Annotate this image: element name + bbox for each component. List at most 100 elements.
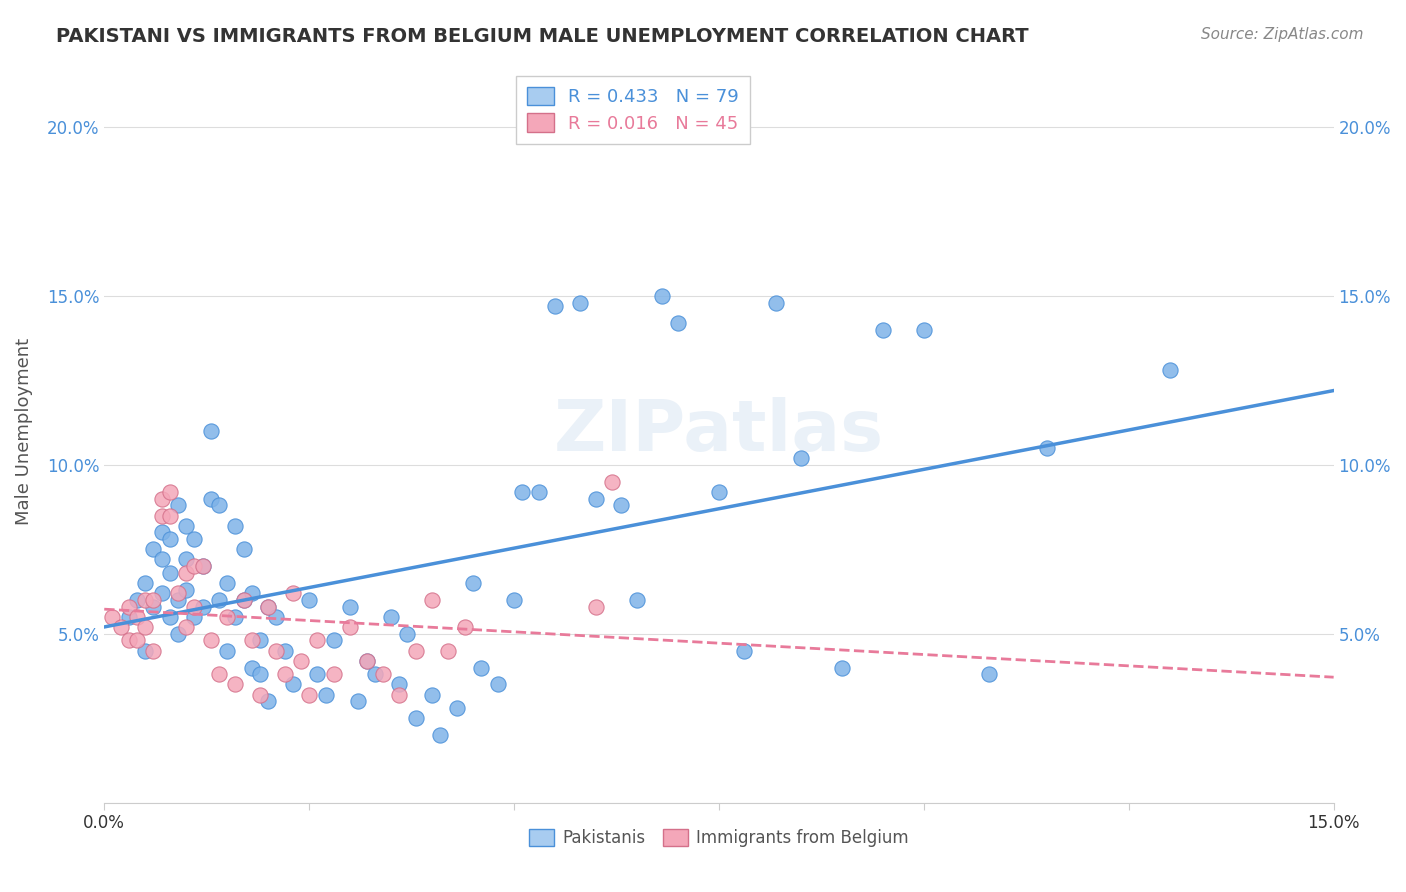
Point (159, 566, 181, 580)
Point (174, 552, 197, 566)
Point (298, 688, 321, 702)
Point (183, 610, 205, 624)
Point (446, 701, 468, 715)
Point (1036, 441, 1059, 455)
Point (224, 677, 246, 691)
Point (461, 576, 484, 591)
Point (240, 586, 263, 600)
Point (150, 508, 173, 523)
Point (831, 660, 853, 674)
Point (183, 532, 205, 546)
Point (240, 633, 263, 648)
Point (266, 610, 288, 624)
Point (405, 711, 427, 725)
Point (1159, 363, 1181, 377)
Point (651, 289, 673, 303)
Point (371, 667, 394, 681)
Point (174, 566, 197, 580)
Point (142, 643, 165, 657)
Point (183, 559, 205, 574)
Point (134, 593, 156, 607)
Point (765, 295, 787, 310)
Point (125, 593, 148, 607)
Point (232, 593, 254, 607)
Point (339, 620, 361, 634)
Point (232, 542, 254, 557)
Point (134, 620, 156, 634)
Point (666, 316, 689, 330)
Point (257, 694, 280, 708)
Point (118, 633, 141, 648)
Point (585, 599, 607, 614)
Point (191, 559, 214, 574)
Point (322, 667, 344, 681)
Point (159, 484, 181, 499)
Point (150, 552, 173, 566)
Point (585, 491, 607, 506)
Point (208, 499, 231, 513)
Point (200, 491, 222, 506)
Point (527, 484, 550, 499)
Point (707, 484, 730, 499)
Point (307, 633, 329, 648)
Point (125, 633, 148, 648)
Point (142, 542, 165, 557)
Point (544, 299, 567, 313)
Point (174, 620, 197, 634)
Point (420, 593, 443, 607)
Point (273, 667, 295, 681)
Point (322, 633, 344, 648)
Y-axis label: Male Unemployment: Male Unemployment (15, 337, 32, 524)
Point (200, 424, 222, 438)
Point (191, 599, 214, 614)
Point (912, 323, 935, 337)
Point (266, 643, 288, 657)
Point (150, 491, 173, 506)
Point (315, 688, 337, 702)
Point (174, 582, 197, 597)
Point (273, 643, 295, 657)
Point (159, 532, 181, 546)
Point (609, 499, 631, 513)
Point (159, 508, 181, 523)
Point (347, 694, 370, 708)
Point (298, 593, 321, 607)
Point (307, 667, 329, 681)
Point (150, 525, 173, 540)
Point (281, 677, 304, 691)
Point (979, 667, 1001, 681)
Point (134, 576, 156, 591)
Text: Source: ZipAtlas.com: Source: ZipAtlas.com (1201, 27, 1364, 42)
Point (503, 593, 526, 607)
Point (134, 643, 156, 657)
Point (217, 610, 239, 624)
Point (437, 643, 460, 657)
Legend: R = 0.433   N = 79, R = 0.016   N = 45: R = 0.433 N = 79, R = 0.016 N = 45 (516, 76, 749, 144)
Point (405, 643, 427, 657)
Point (790, 451, 813, 466)
Text: ZIPatlas: ZIPatlas (554, 397, 884, 466)
Point (356, 654, 378, 668)
Point (420, 688, 443, 702)
Point (733, 643, 755, 657)
Point (224, 518, 246, 533)
Point (125, 610, 148, 624)
Point (208, 593, 231, 607)
Point (232, 593, 254, 607)
Point (159, 610, 181, 624)
Point (101, 610, 124, 624)
Point (470, 660, 492, 674)
Point (257, 599, 280, 614)
Point (356, 654, 378, 668)
Point (249, 633, 271, 648)
Point (388, 688, 411, 702)
Point (454, 620, 477, 634)
Point (118, 599, 141, 614)
Point (364, 667, 387, 681)
Point (396, 626, 419, 640)
Point (568, 295, 591, 310)
Point (240, 660, 263, 674)
Point (150, 586, 173, 600)
Point (388, 677, 411, 691)
Point (249, 688, 271, 702)
